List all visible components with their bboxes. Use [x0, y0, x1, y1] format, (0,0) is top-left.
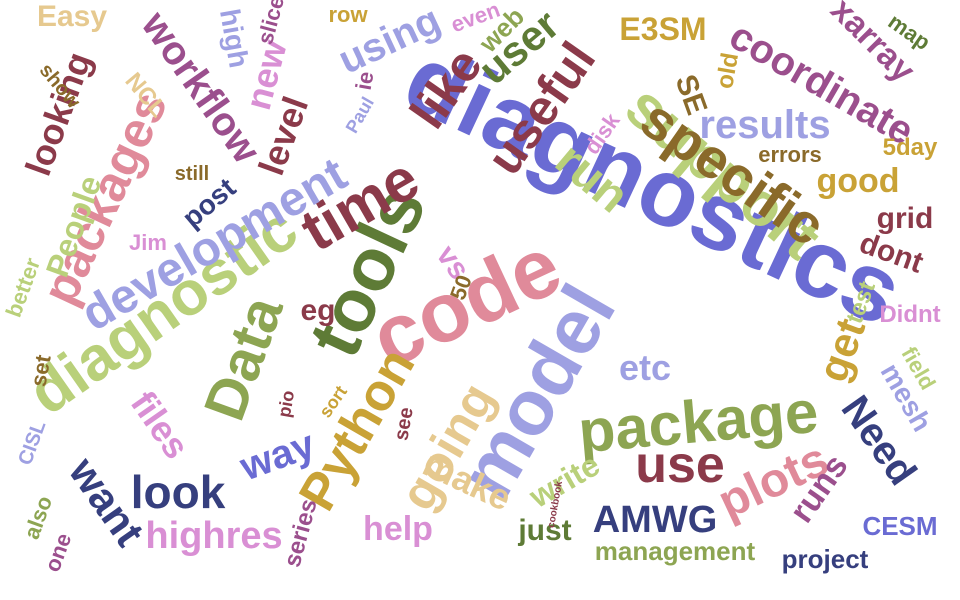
- word: grid: [877, 202, 934, 235]
- word: management: [595, 536, 756, 566]
- word: help: [363, 510, 433, 548]
- word: slice: [252, 0, 289, 47]
- word: highres: [145, 515, 282, 557]
- word: project: [782, 544, 869, 574]
- word: etc: [619, 347, 671, 388]
- word: AMWG: [593, 499, 718, 541]
- word: row: [328, 2, 368, 27]
- word: errors: [758, 142, 822, 167]
- word: Didnt: [879, 301, 940, 328]
- word: ie: [351, 69, 379, 91]
- word: old: [711, 51, 744, 91]
- word: good: [816, 162, 899, 200]
- word: Easy: [37, 0, 107, 33]
- word: series: [279, 496, 323, 570]
- word: eg: [300, 294, 335, 327]
- word: just: [517, 514, 571, 547]
- word: use: [635, 436, 725, 494]
- word: one: [40, 530, 77, 575]
- word: pio: [274, 389, 298, 419]
- word: 5day: [883, 134, 938, 161]
- word: still: [175, 163, 209, 185]
- word: high: [214, 7, 255, 71]
- word: files: [123, 384, 198, 467]
- word: see: [390, 406, 417, 443]
- word: Paul: [342, 94, 378, 137]
- word: look: [131, 466, 226, 518]
- word: Jim: [129, 230, 167, 255]
- word: set: [26, 352, 56, 388]
- word: CESM: [862, 511, 937, 541]
- word: E3SM: [619, 11, 706, 47]
- word: results: [699, 103, 830, 147]
- word: CISL: [14, 418, 50, 468]
